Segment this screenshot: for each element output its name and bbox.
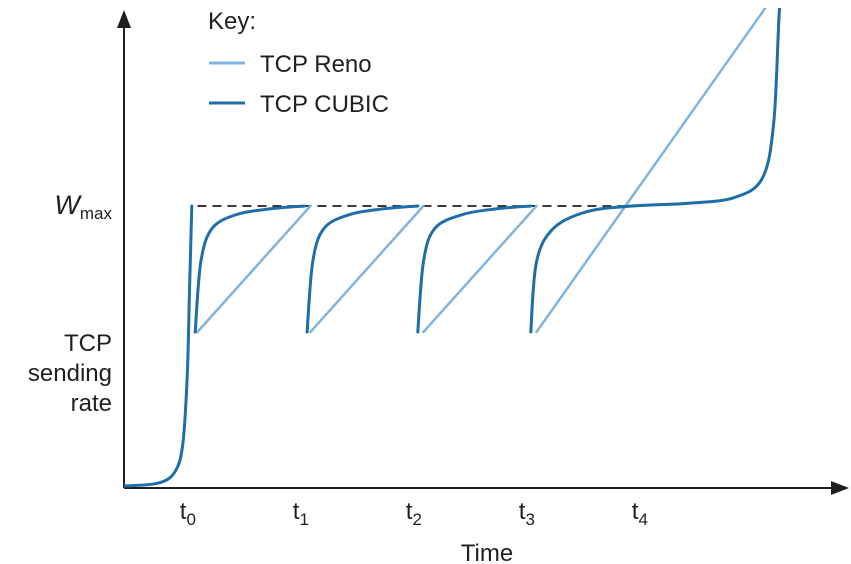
axes (117, 10, 849, 495)
wmax-label-main: W (54, 190, 82, 220)
x-tick-label-1: t1 (293, 498, 309, 529)
tcp-cubic-segment-4 (529, 8, 782, 334)
x-tick-labels: t0 t1 t2 t3 t4 (180, 498, 648, 529)
legend-title: Key: (208, 8, 256, 35)
x-tick-subscript: 4 (638, 510, 647, 529)
tcp-reno-segment-2 (422, 204, 538, 334)
x-axis-arrow (831, 481, 849, 495)
tcp-reno-segment-0 (196, 204, 312, 334)
wmax-label: Wmax (54, 190, 112, 223)
x-tick-subscript: 3 (525, 510, 534, 529)
tcp-cubic-segment-1 (193, 204, 307, 334)
tcp-cubic-segment-0 (124, 204, 194, 488)
y-axis-label-line-3: rate (71, 390, 112, 417)
x-tick-subscript: 1 (299, 510, 308, 529)
y-axis-label-line-1: TCP (64, 330, 112, 357)
x-tick-label-4: t4 (632, 498, 648, 529)
x-tick-main: t (293, 498, 300, 525)
x-tick-main: t (180, 498, 187, 525)
series-tcp-cubic (124, 8, 782, 488)
tcp-cubic-segment-2 (305, 204, 420, 334)
legend-label-tcp-cubic: TCP CUBIC (260, 91, 389, 118)
y-axis-arrow (117, 10, 131, 28)
x-axis-label: Time (461, 540, 513, 564)
y-axis-labels: Wmax TCP sending rate (28, 190, 113, 417)
series-layer (124, 8, 782, 488)
y-axis-label-line-2: sending (28, 360, 112, 387)
x-tick-label-3: t3 (519, 498, 535, 529)
tcp-reno-segment-3 (535, 8, 767, 334)
x-tick-subscript: 0 (186, 510, 195, 529)
x-tick-subscript: 2 (412, 510, 421, 529)
series-tcp-reno (196, 8, 767, 334)
wmax-label-sub: max (80, 204, 113, 223)
x-tick-label-2: t2 (406, 498, 422, 529)
x-tick-main: t (632, 498, 639, 525)
x-tick-label-0: t0 (180, 498, 196, 529)
tcp-reno-segment-1 (309, 204, 425, 334)
legend: Key: TCP Reno TCP CUBIC (208, 8, 389, 118)
x-tick-main: t (519, 498, 526, 525)
tcp-cubic-segment-3 (416, 204, 533, 334)
x-tick-main: t (406, 498, 413, 525)
legend-label-tcp-reno: TCP Reno (260, 51, 372, 78)
